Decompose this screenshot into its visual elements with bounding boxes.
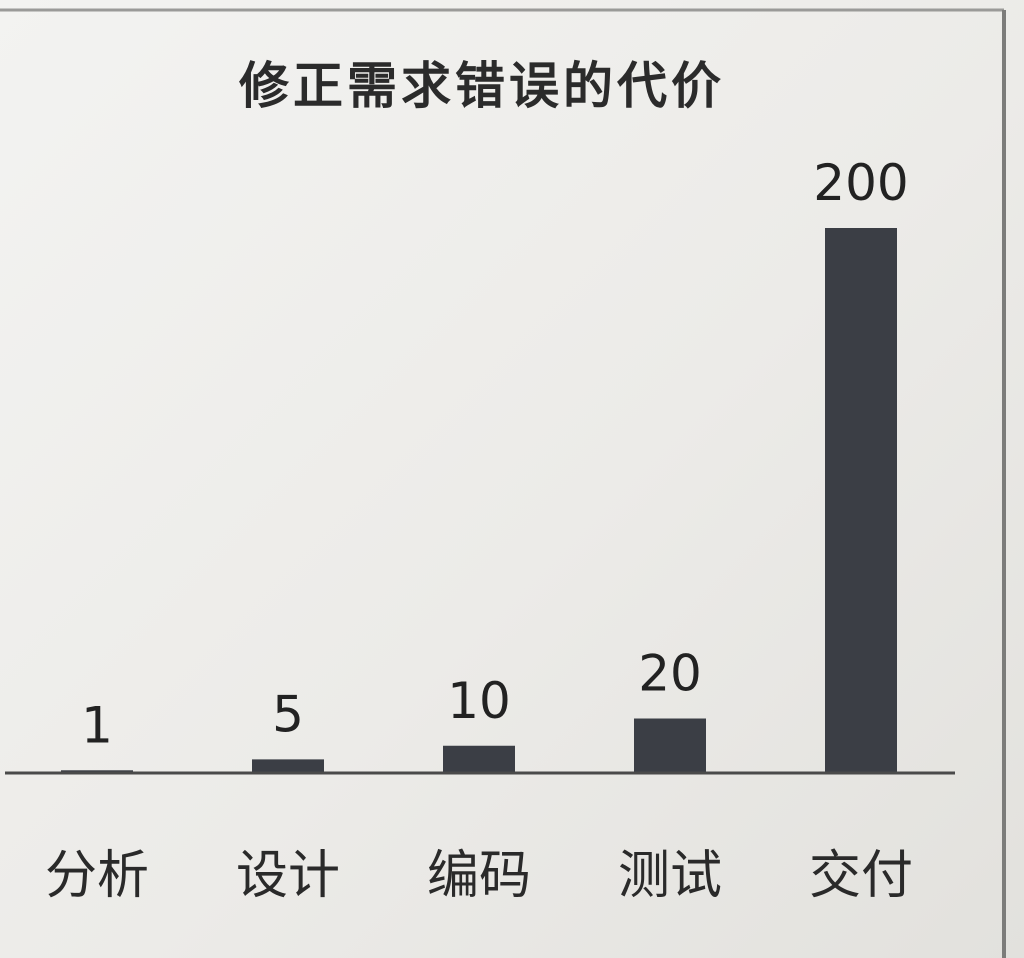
value-label-1: 1 — [81, 696, 113, 754]
bar-3 — [443, 745, 515, 773]
value-label-3: 10 — [447, 672, 511, 730]
category-label-4: 测试 — [618, 846, 722, 906]
chart-title: 修正需求错误的代价 — [239, 57, 725, 115]
value-label-5: 200 — [813, 154, 908, 212]
value-label-4: 20 — [638, 645, 702, 703]
bar-5 — [825, 228, 897, 773]
category-label-5: 交付 — [809, 846, 913, 906]
category-label-2: 设计 — [236, 846, 340, 906]
bar-2 — [252, 759, 324, 773]
category-label-1: 分析 — [45, 846, 149, 906]
category-label-group: 分析 设计 编码 测试 交付 — [45, 846, 913, 906]
bar-group — [61, 228, 897, 773]
category-label-3: 编码 — [427, 846, 531, 906]
value-label-2: 5 — [272, 685, 304, 743]
value-label-group: 1 5 10 20 200 — [81, 154, 909, 754]
bar-4 — [634, 718, 706, 773]
